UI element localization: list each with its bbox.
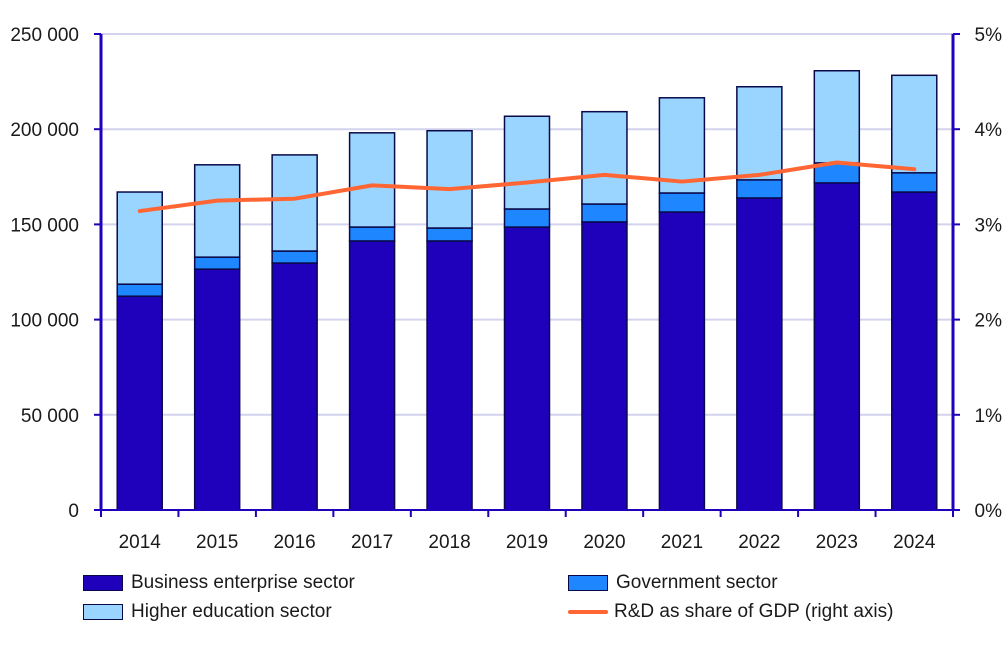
- bar-government-2019: [503, 208, 551, 228]
- legend-label-higher-education: Higher education sector: [131, 601, 332, 622]
- bar-business-2021: [658, 211, 706, 511]
- bar-government-2024: [891, 172, 938, 193]
- x-tick-label: 2021: [661, 532, 703, 553]
- legend-swatch-government: [568, 575, 608, 591]
- legend-item-rd-share: R&D as share of GDP (right axis): [568, 601, 893, 623]
- left-tick-label: 200 000: [10, 120, 79, 141]
- bar-government-2022: [736, 179, 783, 199]
- legend-item-higher-education: Higher education sector: [83, 601, 332, 623]
- bar-government-2015: [193, 256, 241, 270]
- bar-higher-education-2020: [581, 110, 628, 205]
- bar-business-2019: [503, 226, 551, 511]
- bar-government-2021: [658, 192, 706, 213]
- bar-higher-education-2017: [348, 132, 396, 228]
- x-tick-label: 2022: [738, 532, 780, 553]
- bar-government-2017: [348, 226, 396, 242]
- legend-swatch-higher-education: [83, 604, 123, 620]
- x-tick-label: 2020: [583, 532, 625, 553]
- right-tick-label: 2%: [975, 311, 1003, 332]
- x-tick-label: 2019: [506, 532, 548, 553]
- bar-higher-education-2014: [116, 191, 163, 285]
- bar-business-2017: [348, 240, 396, 511]
- bar-higher-education-2021: [658, 97, 706, 194]
- bar-business-2018: [426, 240, 473, 511]
- left-tick-label: 150 000: [10, 215, 79, 236]
- x-tick-label: 2024: [893, 532, 936, 553]
- legend-line-rd-share: [568, 610, 608, 614]
- bar-business-2014: [116, 295, 163, 511]
- bar-higher-education-2015: [193, 164, 241, 258]
- legend-label-rd-share: R&D as share of GDP (right axis): [614, 601, 894, 622]
- legend-swatch-business: [83, 575, 123, 591]
- right-tick-label: 4%: [975, 120, 1003, 141]
- legend-item-business: Business enterprise sector: [83, 572, 355, 594]
- bar-business-2022: [736, 197, 783, 511]
- right-tick-label: 5%: [975, 25, 1003, 46]
- bar-higher-education-2016: [271, 154, 318, 252]
- bar-business-2023: [813, 182, 861, 511]
- right-tick-label: 0%: [975, 501, 1003, 522]
- bar-government-2016: [271, 250, 318, 264]
- x-tick-label: 2016: [273, 532, 315, 553]
- legend-item-government: Government sector: [568, 572, 778, 594]
- left-tick-label: 250 000: [10, 25, 79, 46]
- bar-government-2018: [426, 227, 473, 242]
- bar-government-2020: [581, 203, 628, 223]
- bar-business-2020: [581, 221, 628, 511]
- left-tick-label: 0: [68, 501, 79, 522]
- x-tick-label: 2015: [196, 532, 238, 553]
- bar-higher-education-2022: [736, 85, 783, 181]
- x-tick-label: 2023: [816, 532, 858, 553]
- bar-higher-education-2019: [503, 115, 551, 210]
- right-tick-label: 3%: [975, 215, 1003, 236]
- legend-label-business: Business enterprise sector: [131, 572, 355, 593]
- bar-business-2015: [193, 268, 241, 511]
- right-tick-label: 1%: [975, 406, 1003, 427]
- left-tick-label: 100 000: [10, 311, 79, 332]
- bar-business-2016: [271, 262, 318, 511]
- x-tick-label: 2014: [119, 532, 162, 553]
- left-tick-label: 50 000: [21, 406, 79, 427]
- legend-label-government: Government sector: [616, 572, 778, 593]
- bar-higher-education-2023: [813, 69, 861, 164]
- bar-higher-education-2024: [891, 74, 938, 174]
- x-tick-label: 2018: [428, 532, 470, 553]
- bar-business-2024: [891, 191, 938, 511]
- bar-higher-education-2018: [426, 129, 473, 229]
- x-tick-label: 2017: [351, 532, 393, 553]
- bar-government-2014: [116, 283, 163, 297]
